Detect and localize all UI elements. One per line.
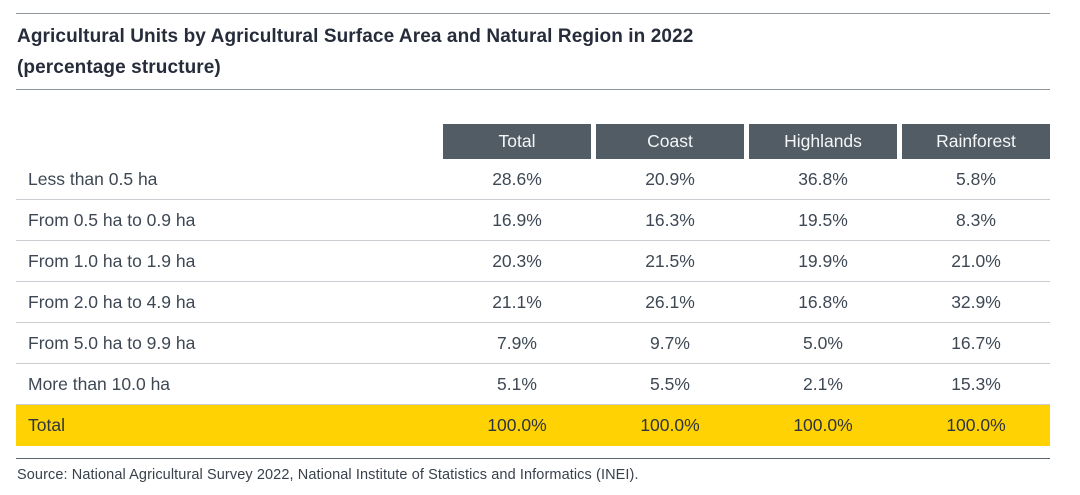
cell-value: 5.0% <box>803 332 843 353</box>
cell-value: 21.1% <box>492 291 542 312</box>
table-header-row: Total Coast Highlands Rainforest <box>16 124 1050 159</box>
cell-value: 7.9% <box>497 332 537 353</box>
footer-divider <box>16 458 1050 459</box>
total-cell-value: 100.0% <box>640 415 700 435</box>
table-row: Less than 0.5 ha 28.6% 20.9% 36.8% 5.8% <box>16 159 1050 200</box>
column-header-total: Total <box>443 124 591 159</box>
row-label: From 2.0 ha to 4.9 ha <box>28 291 196 312</box>
table-row: From 5.0 ha to 9.9 ha 7.9% 9.7% 5.0% 16.… <box>16 323 1050 364</box>
row-label: From 0.5 ha to 0.9 ha <box>28 209 196 230</box>
cell-value: 28.6% <box>492 168 542 189</box>
table-total-row: Total 100.0% 100.0% 100.0% 100.0% <box>16 405 1050 446</box>
page-subtitle: (percentage structure) <box>17 57 221 78</box>
cell-value: 16.8% <box>798 291 848 312</box>
cell-value: 15.3% <box>951 373 1001 394</box>
total-cell-value: 100.0% <box>946 415 1006 435</box>
cell-value: 9.7% <box>650 332 690 353</box>
total-row-label: Total <box>28 415 65 435</box>
cell-value: 19.5% <box>798 209 848 230</box>
data-table: Total Coast Highlands Rainforest Less th… <box>16 124 1050 446</box>
content-area: Agricultural Units by Agricultural Surfa… <box>16 13 1050 483</box>
cell-value: 16.3% <box>645 209 695 230</box>
cell-value: 5.5% <box>650 373 690 394</box>
cell-value: 21.0% <box>951 250 1001 271</box>
top-divider <box>16 13 1050 14</box>
table-row: From 1.0 ha to 1.9 ha 20.3% 21.5% 19.9% … <box>16 241 1050 282</box>
total-cell-value: 100.0% <box>487 415 547 435</box>
row-label: More than 10.0 ha <box>28 373 171 394</box>
row-label: From 5.0 ha to 9.9 ha <box>28 332 196 353</box>
page-title: Agricultural Units by Agricultural Surfa… <box>17 26 694 47</box>
header-spacer-cell <box>16 124 438 159</box>
cell-value: 26.1% <box>645 291 695 312</box>
cell-value: 5.8% <box>956 168 996 189</box>
cell-value: 5.1% <box>497 373 537 394</box>
row-label: From 1.0 ha to 1.9 ha <box>28 250 196 271</box>
column-header-highlands: Highlands <box>749 124 897 159</box>
cell-value: 36.8% <box>798 168 848 189</box>
row-label: Less than 0.5 ha <box>28 168 158 189</box>
source-note: Source: National Agricultural Survey 202… <box>17 467 639 483</box>
total-cell-value: 100.0% <box>793 415 853 435</box>
cell-value: 20.9% <box>645 168 695 189</box>
table-row: From 2.0 ha to 4.9 ha 21.1% 26.1% 16.8% … <box>16 282 1050 323</box>
cell-value: 21.5% <box>645 250 695 271</box>
cell-value: 8.3% <box>956 209 996 230</box>
cell-value: 16.7% <box>951 332 1001 353</box>
cell-value: 19.9% <box>798 250 848 271</box>
cell-value: 32.9% <box>951 291 1001 312</box>
table-row: From 0.5 ha to 0.9 ha 16.9% 16.3% 19.5% … <box>16 200 1050 241</box>
cell-value: 20.3% <box>492 250 542 271</box>
column-header-coast: Coast <box>596 124 744 159</box>
column-header-rainforest: Rainforest <box>902 124 1050 159</box>
title-block: Agricultural Units by Agricultural Surfa… <box>16 14 1050 89</box>
table-row: More than 10.0 ha 5.1% 5.5% 2.1% 15.3% <box>16 364 1050 405</box>
cell-value: 2.1% <box>803 373 843 394</box>
title-divider <box>16 89 1050 90</box>
cell-value: 16.9% <box>492 209 542 230</box>
